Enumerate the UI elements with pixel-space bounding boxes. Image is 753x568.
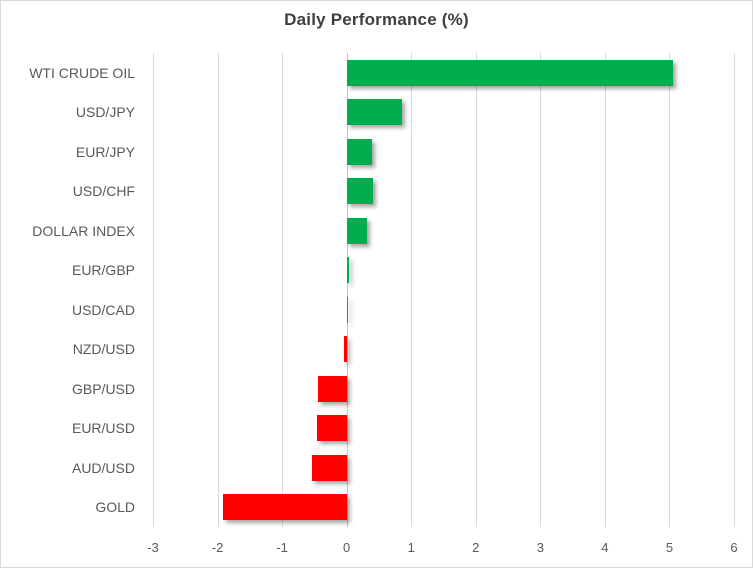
gridline-2 xyxy=(475,53,477,527)
bar-wti-crude-oil xyxy=(346,59,673,86)
category-label-eur-jpy: EUR/JPY xyxy=(75,143,135,160)
bar-nzd-usd xyxy=(344,336,347,363)
bar-eur-gbp xyxy=(346,257,349,284)
category-label-gold: GOLD xyxy=(95,499,135,516)
gridline-1 xyxy=(411,53,413,527)
plot-area xyxy=(153,53,735,527)
x-tick-label-2: 2 xyxy=(472,540,480,555)
bar-aud-usd xyxy=(312,454,347,481)
value-axis-labels: -3 -2 -1 0 1 2 3 4 5 6 xyxy=(147,539,738,557)
bar-gold xyxy=(222,494,347,521)
category-label-dollar-index: DOLLAR INDEX xyxy=(32,222,135,239)
x-tick-label-4: 4 xyxy=(601,540,609,555)
x-tick-label-6: 6 xyxy=(730,540,738,555)
bar-dollar-index xyxy=(346,217,367,244)
x-tick-label--2: -2 xyxy=(211,540,224,555)
category-axis-labels: WTI CRUDE OIL USD/JPY EUR/JPY USD/CHF DOLLAR… xyxy=(1,53,144,527)
category-label-eur-usd: EUR/USD xyxy=(71,420,135,437)
category-label-aud-usd: AUD/USD xyxy=(71,459,135,476)
category-label-usd-chf: USD/CHF xyxy=(72,183,135,200)
bar-eur-jpy xyxy=(346,138,372,165)
bar-usd-jpy xyxy=(346,99,403,126)
category-label-wti-crude-oil: WTI CRUDE OIL xyxy=(29,64,135,81)
category-label-nzd-usd: NZD/USD xyxy=(72,341,135,358)
x-tick-label--3: -3 xyxy=(147,540,159,555)
gridline--1 xyxy=(282,53,284,527)
category-label-eur-gbp: EUR/GBP xyxy=(71,262,135,279)
gridline--2 xyxy=(217,53,219,527)
bar-gbp-usd xyxy=(317,375,347,402)
x-tick-label-5: 5 xyxy=(665,540,674,555)
bar-eur-usd xyxy=(316,415,347,442)
gridline-4 xyxy=(604,53,606,527)
bar-usd-cad xyxy=(346,296,348,323)
x-tick-label-1: 1 xyxy=(407,540,415,555)
gridline--3 xyxy=(153,53,154,527)
category-label-usd-cad: USD/CAD xyxy=(71,301,135,318)
x-tick-label--1: -1 xyxy=(276,540,288,555)
x-tick-label-0: 0 xyxy=(343,540,351,555)
category-label-gbp-usd: GBP/USD xyxy=(71,380,135,397)
gridline-5 xyxy=(669,53,671,527)
chart-title: Daily Performance (%) xyxy=(284,10,469,29)
gridline-3 xyxy=(540,53,542,527)
zero-axis-line xyxy=(346,53,348,527)
gridline-6 xyxy=(734,53,735,527)
category-label-usd-jpy: USD/JPY xyxy=(75,104,135,121)
x-tick-label-3: 3 xyxy=(536,540,544,555)
bar-usd-chf xyxy=(346,178,374,205)
